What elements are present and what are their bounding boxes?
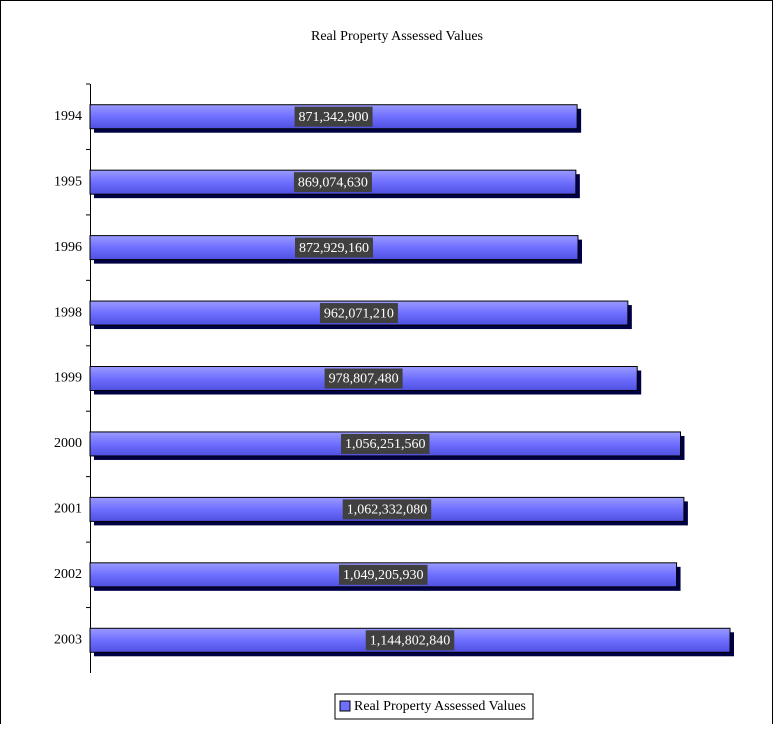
data-label: 978,807,480 [329, 372, 399, 387]
data-label-group: 869,074,630 [293, 172, 372, 193]
data-label-group: 1,062,332,080 [342, 499, 432, 520]
data-label: 871,342,900 [299, 110, 369, 125]
data-label-bg [340, 433, 430, 454]
y-tick-label: 2000 [54, 436, 82, 451]
data-label: 1,144,802,840 [370, 633, 451, 648]
y-tick-label: 1995 [54, 174, 82, 189]
data-label-bg [293, 172, 372, 193]
legend-swatch [339, 700, 351, 712]
data-label-bg [295, 237, 374, 258]
data-label: 962,071,210 [324, 306, 394, 321]
y-tick-label: 1998 [54, 305, 82, 320]
data-label-bg [342, 499, 432, 520]
data-label-group: 1,056,251,560 [340, 433, 430, 454]
y-tick-label: 2003 [54, 632, 82, 647]
y-tick-label: 2002 [54, 567, 82, 582]
data-label-bg [365, 630, 455, 651]
legend: Real Property Assessed Values [334, 693, 534, 720]
data-label-bg [324, 368, 403, 389]
y-tick-label: 1994 [54, 109, 82, 124]
data-label: 1,062,332,080 [347, 503, 428, 518]
data-label: 1,056,251,560 [345, 437, 426, 452]
data-label-bg [294, 106, 373, 127]
data-label-group: 1,049,205,930 [339, 564, 428, 585]
y-tick-label: 2001 [54, 502, 82, 517]
data-label-group: 871,342,900 [294, 106, 373, 127]
chart-title: Real Property Assessed Values [311, 29, 483, 44]
y-tick-label: 1999 [54, 371, 82, 386]
y-tick-label: 1996 [54, 240, 82, 255]
data-label-group: 1,144,802,840 [365, 630, 455, 651]
legend-box [334, 693, 534, 720]
data-label-bg [319, 303, 398, 324]
data-label-bg [339, 564, 428, 585]
legend-label: Real Property Assessed Values [354, 699, 526, 714]
data-label-group: 872,929,160 [295, 237, 374, 258]
data-label-group: 962,071,210 [319, 303, 398, 324]
data-label: 869,074,630 [298, 175, 368, 190]
data-label: 1,049,205,930 [343, 568, 424, 583]
data-label: 872,929,160 [299, 241, 369, 256]
data-label-group: 978,807,480 [324, 368, 403, 389]
